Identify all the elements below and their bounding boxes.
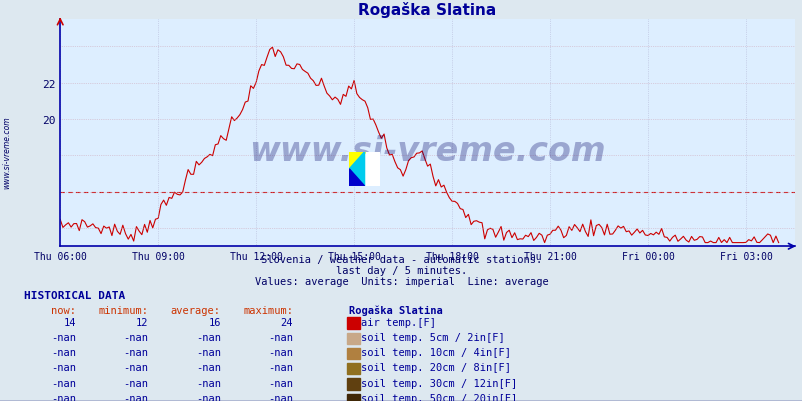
Polygon shape [349,152,364,169]
Text: -nan: -nan [124,378,148,388]
Text: -nan: -nan [51,332,76,342]
Text: -nan: -nan [196,363,221,373]
Text: -nan: -nan [124,393,148,401]
Text: 24: 24 [280,317,293,327]
Text: www.si-vreme.com: www.si-vreme.com [2,116,11,188]
Text: Values: average  Units: imperial  Line: average: Values: average Units: imperial Line: av… [254,276,548,286]
Title: Rogaška Slatina: Rogaška Slatina [358,2,496,18]
Text: -nan: -nan [124,332,148,342]
Text: -nan: -nan [51,393,76,401]
Text: 12: 12 [136,317,148,327]
Text: soil temp. 50cm / 20in[F]: soil temp. 50cm / 20in[F] [361,393,517,401]
Text: -nan: -nan [196,332,221,342]
Text: average:: average: [171,305,221,315]
Text: -nan: -nan [268,393,293,401]
Text: -nan: -nan [124,363,148,373]
Text: -nan: -nan [196,393,221,401]
Text: -nan: -nan [51,378,76,388]
Text: soil temp. 5cm / 2in[F]: soil temp. 5cm / 2in[F] [361,332,504,342]
Text: Slovenia / weather data - automatic stations.: Slovenia / weather data - automatic stat… [261,255,541,265]
Text: now:: now: [51,305,76,315]
Text: -nan: -nan [268,363,293,373]
Text: -nan: -nan [196,347,221,357]
Text: last day / 5 minutes.: last day / 5 minutes. [335,265,467,275]
Text: 16: 16 [208,317,221,327]
Text: maximum:: maximum: [243,305,293,315]
Text: soil temp. 10cm / 4in[F]: soil temp. 10cm / 4in[F] [361,347,511,357]
Text: -nan: -nan [268,347,293,357]
Text: minimum:: minimum: [99,305,148,315]
Text: -nan: -nan [51,347,76,357]
Text: air temp.[F]: air temp.[F] [361,317,435,327]
Text: HISTORICAL DATA: HISTORICAL DATA [24,291,125,301]
Text: Rogaška Slatina: Rogaška Slatina [349,304,443,315]
Text: -nan: -nan [196,378,221,388]
Text: -nan: -nan [51,363,76,373]
Polygon shape [349,169,364,186]
Text: 14: 14 [63,317,76,327]
Text: soil temp. 20cm / 8in[F]: soil temp. 20cm / 8in[F] [361,363,511,373]
Polygon shape [349,152,364,186]
Text: -nan: -nan [124,347,148,357]
Text: www.si-vreme.com: www.si-vreme.com [249,135,606,168]
Text: -nan: -nan [268,378,293,388]
Text: soil temp. 30cm / 12in[F]: soil temp. 30cm / 12in[F] [361,378,517,388]
Text: -nan: -nan [268,332,293,342]
